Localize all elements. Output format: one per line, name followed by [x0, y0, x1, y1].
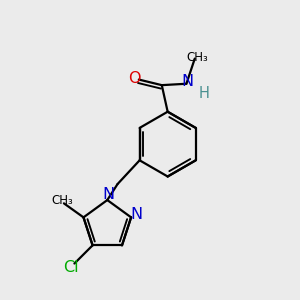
Text: H: H — [199, 86, 210, 101]
Text: N: N — [182, 74, 194, 89]
Text: Cl: Cl — [63, 260, 79, 274]
Text: N: N — [130, 208, 142, 223]
Text: CH₃: CH₃ — [187, 51, 208, 64]
Text: CH₃: CH₃ — [52, 194, 73, 207]
Text: N: N — [103, 187, 115, 202]
Text: O: O — [128, 71, 140, 86]
